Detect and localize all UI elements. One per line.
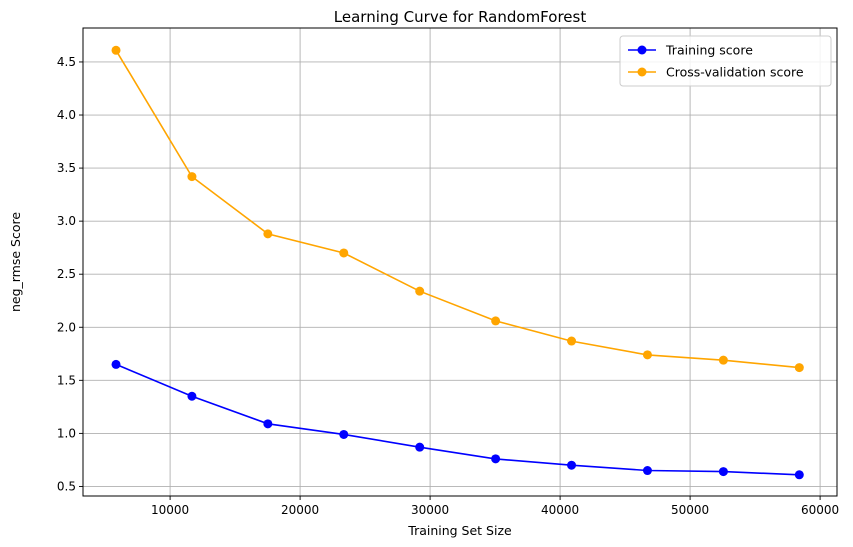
data-point-cv xyxy=(415,286,425,296)
x-tick-label: 60000 xyxy=(801,503,839,517)
x-tick-label: 50000 xyxy=(671,503,709,517)
data-point-cv xyxy=(339,248,349,258)
data-point-cv xyxy=(642,350,652,360)
legend-marker-training xyxy=(637,45,647,55)
x-tick-label: 10000 xyxy=(151,503,189,517)
series-layer xyxy=(111,45,804,480)
data-point-training xyxy=(567,460,577,470)
data-point-training xyxy=(642,466,652,476)
data-point-cv xyxy=(263,229,273,239)
y-tick-label: 4.0 xyxy=(57,108,76,122)
data-point-cv xyxy=(187,172,197,182)
data-point-training xyxy=(794,470,804,480)
y-tick-label: 4.5 xyxy=(57,55,76,69)
x-axis-label: Training Set Size xyxy=(407,523,512,538)
legend-marker-cv xyxy=(637,67,647,77)
data-point-cv xyxy=(491,316,501,326)
chart-title: Learning Curve for RandomForest xyxy=(334,8,587,26)
y-tick-label: 1.0 xyxy=(57,426,76,440)
legend-label-training: Training score xyxy=(665,43,753,58)
series-line-cv xyxy=(115,49,800,369)
legend-label-cv: Cross-validation score xyxy=(666,65,804,80)
data-point-training xyxy=(339,429,349,439)
data-point-training xyxy=(263,419,273,429)
legend-box xyxy=(619,35,832,87)
y-tick-label: 3.5 xyxy=(57,161,76,175)
data-point-training xyxy=(187,391,197,401)
x-tick-label: 20000 xyxy=(281,503,319,517)
data-point-cv xyxy=(111,45,121,55)
y-tick-label: 3.0 xyxy=(57,214,76,228)
y-tick-label: 1.5 xyxy=(57,373,76,387)
y-tick-label: 2.5 xyxy=(57,267,76,281)
x-tick-label: 40000 xyxy=(541,503,579,517)
data-point-cv xyxy=(718,355,728,365)
data-point-training xyxy=(491,454,501,464)
data-point-training xyxy=(415,442,425,452)
data-point-cv xyxy=(794,363,804,373)
data-point-training xyxy=(111,359,121,369)
y-tick-label: 2.0 xyxy=(57,320,76,334)
legend: Training score Cross-validation score xyxy=(619,35,832,87)
y-axis-label: neg_rmse Score xyxy=(8,212,23,312)
series-line-training xyxy=(115,363,800,476)
data-point-cv xyxy=(567,336,577,346)
x-tick-label: 30000 xyxy=(411,503,449,517)
data-point-training xyxy=(718,467,728,477)
grid xyxy=(83,28,837,496)
y-tick-label: 0.5 xyxy=(57,479,76,493)
plot-frame xyxy=(82,27,838,497)
ticks: 10000 20000 30000 40000 50000 60000 0.5 1.0 1.5 2… xyxy=(57,55,839,517)
